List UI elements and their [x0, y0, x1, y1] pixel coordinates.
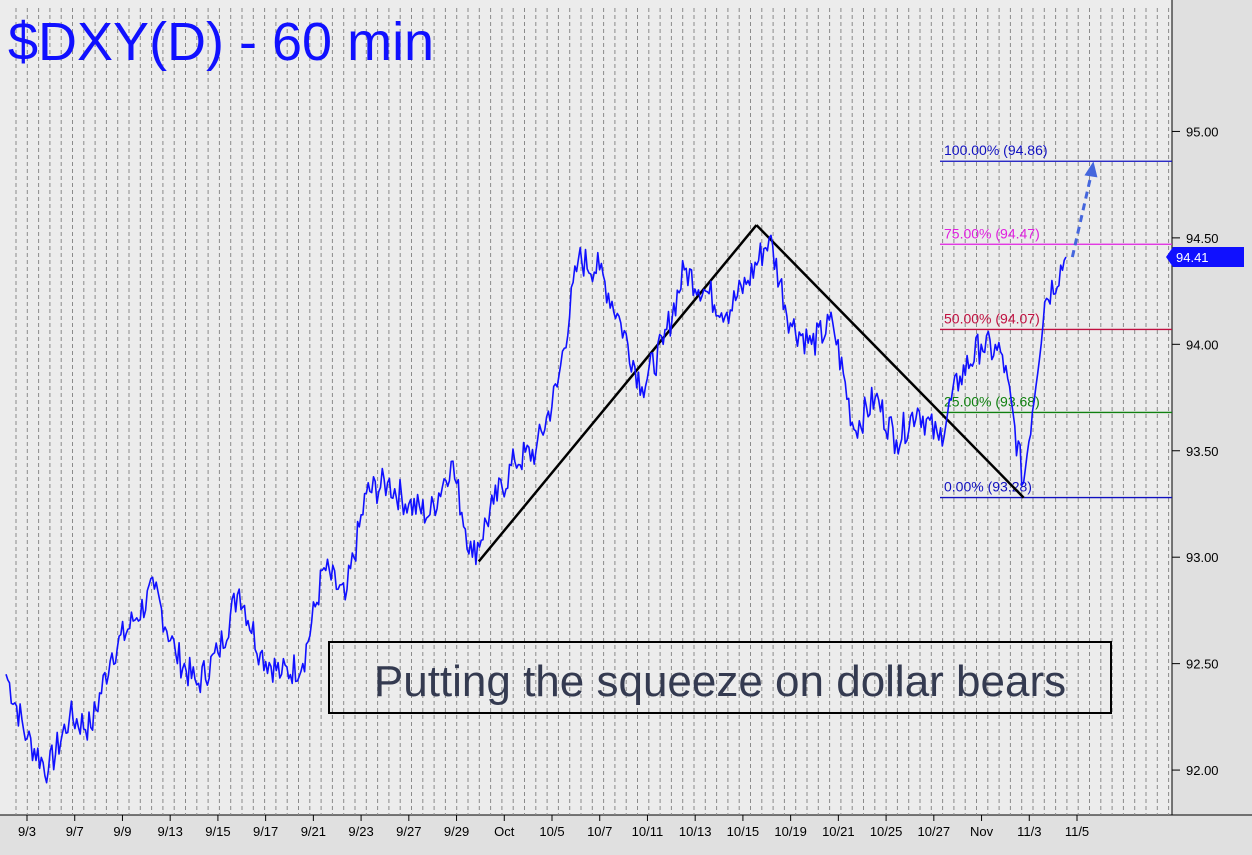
x-axis-background — [0, 815, 1252, 855]
annotation-frame — [328, 641, 1112, 714]
fibonacci-levels: 100.00% (94.86) 75.00% (94.47) 50.00% (94.… — [940, 142, 1172, 499]
price-series — [5, 234, 1067, 784]
y-tick-label: 93.50 — [1186, 444, 1219, 459]
fib-level-label: 25.00% (93.68) — [944, 393, 1040, 409]
y-tick-label: 92.50 — [1186, 657, 1219, 672]
x-tick-label: 10/15 — [727, 824, 760, 839]
chart-title: $DXY(D) - 60 min — [8, 12, 434, 72]
pattern-line — [755, 224, 1025, 499]
y-axis-ticks: 92.00 92.50 93.00 93.50 94.00 94.50 95.00 — [1172, 124, 1219, 778]
x-tick-label: 9/7 — [66, 824, 84, 839]
x-tick-label: 11/3 — [1017, 824, 1041, 839]
last-value-marker — [1166, 247, 1244, 268]
x-tick-label: 9/17 — [253, 824, 278, 839]
y-tick-label: 94.00 — [1186, 337, 1219, 352]
price-line — [5, 234, 1067, 784]
x-tick-label: 9/23 — [348, 824, 373, 839]
projection-arrow — [1070, 161, 1098, 258]
x-tick-label: 11/5 — [1065, 824, 1089, 839]
y-tick-label: 95.00 — [1186, 124, 1219, 139]
x-tick-label: 9/13 — [158, 824, 183, 839]
y-tick-label: 94.50 — [1186, 231, 1219, 246]
x-tick-label: 10/5 — [539, 824, 564, 839]
y-tick-label: 92.00 — [1186, 763, 1219, 778]
x-tick-label: Oct — [494, 824, 515, 839]
fib-level-label: 100.00% (94.86) — [944, 142, 1048, 158]
x-tick-label: 9/9 — [113, 824, 131, 839]
x-tick-label: 9/15 — [205, 824, 230, 839]
fib-level-label: 75.00% (94.47) — [944, 225, 1040, 241]
projection-line — [1070, 173, 1093, 258]
x-tick-label: 10/21 — [822, 824, 855, 839]
annotation-text: Putting the squeeze on dollar bears — [374, 657, 1066, 706]
annotation-box: Putting the squeeze on dollar bears — [328, 641, 1112, 714]
x-tick-label: 9/21 — [301, 824, 326, 839]
fib-level-label: 50.00% (94.07) — [944, 310, 1040, 326]
projection-arrowhead — [1084, 161, 1098, 178]
x-tick-label: 10/19 — [774, 824, 807, 839]
x-tick-label: 10/25 — [870, 824, 903, 839]
x-tick-label: 10/27 — [918, 824, 951, 839]
x-tick-label: 9/29 — [444, 824, 469, 839]
x-tick-label: 10/7 — [587, 824, 612, 839]
y-tick-label: 93.00 — [1186, 550, 1219, 565]
last-value-tag: 94.41 — [1166, 247, 1244, 268]
x-tick-label: 9/27 — [396, 824, 421, 839]
x-tick-label: 10/11 — [632, 824, 664, 839]
y-axis-background — [1172, 0, 1252, 815]
last-value-label: 94.41 — [1176, 250, 1209, 265]
x-tick-label: Nov — [970, 824, 994, 839]
x-tick-label: 9/3 — [18, 824, 36, 839]
x-tick-label: 10/13 — [679, 824, 712, 839]
x-axis-ticks: 9/3 9/7 9/9 9/13 9/15 9/17 9/21 9/23 9/27 9/29 Oct… — [18, 815, 1089, 839]
